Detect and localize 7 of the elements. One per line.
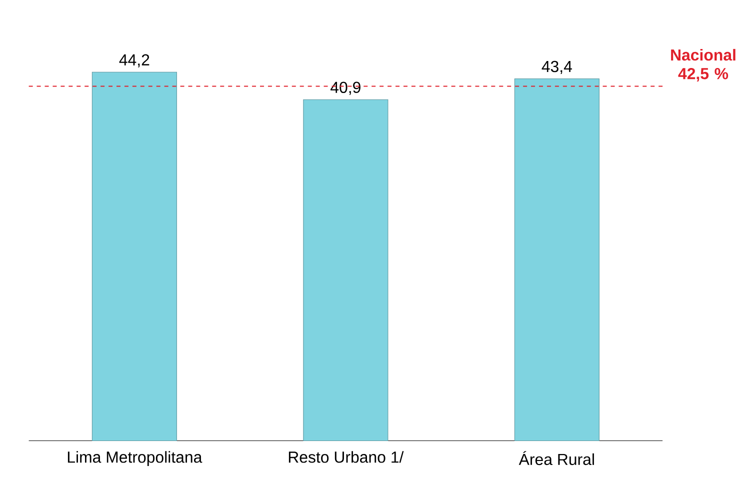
data-label: 44,2 (119, 54, 150, 68)
x-tick-label: Área Rural (518, 451, 594, 466)
data-label: 43,4 (542, 60, 572, 74)
data-label: 40,9 (330, 82, 360, 95)
x-tick-label: Resto Urbano 1/ (288, 451, 404, 463)
ref-line-label: Nacional 42,5 % (671, 48, 736, 82)
x-tick-label: Lima Metropolitana (68, 451, 202, 466)
